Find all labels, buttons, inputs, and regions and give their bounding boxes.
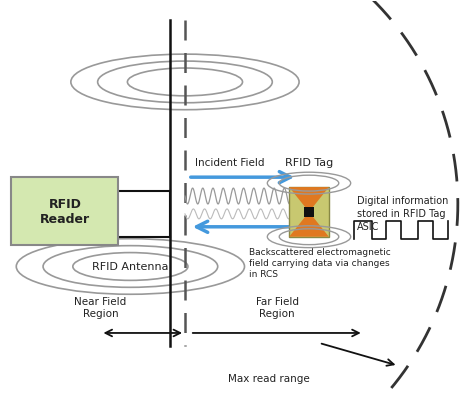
Text: Max read range: Max read range <box>228 373 310 383</box>
Text: RFID Tag: RFID Tag <box>285 158 333 168</box>
Polygon shape <box>289 213 329 237</box>
Text: Backscattered electromagnetic
field carrying data via changes
in RCS: Backscattered electromagnetic field carr… <box>249 247 391 278</box>
Polygon shape <box>289 188 329 213</box>
Text: Digital information
stored in RFID Tag
ASIC: Digital information stored in RFID Tag A… <box>356 196 448 232</box>
Text: RFID Antenna: RFID Antenna <box>92 262 169 272</box>
Bar <box>289 188 329 237</box>
Bar <box>11 178 119 245</box>
Text: RFID
Reader: RFID Reader <box>40 197 90 225</box>
Text: Incident Field: Incident Field <box>195 158 264 168</box>
Text: Near Field
Region: Near Field Region <box>74 297 127 318</box>
Text: Far Field
Region: Far Field Region <box>256 297 299 318</box>
Bar <box>304 207 314 217</box>
